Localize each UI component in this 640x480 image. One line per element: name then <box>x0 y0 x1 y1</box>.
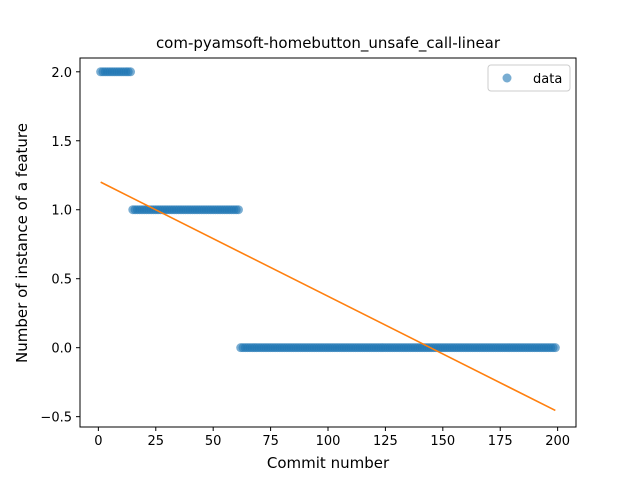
axes: 0 25 50 75 100 125 150 175 200 −0.5 0.0 0.5 1.0 1.5 2.… <box>40 57 577 449</box>
x-tick-label: 150 <box>430 434 455 449</box>
x-tick-label: 50 <box>205 434 222 449</box>
data-point <box>233 205 243 215</box>
x-tick-label: 0 <box>94 434 102 449</box>
legend-marker <box>502 73 512 83</box>
y-axis-label: Number of instance of a feature <box>13 123 31 363</box>
y-tick-label: 0.0 <box>51 342 72 357</box>
chart-title: com-pyamsoft-homebutton_unsafe_call-line… <box>156 34 501 53</box>
y-tick-label: 1.0 <box>51 204 72 219</box>
x-tick-label: 100 <box>316 434 341 449</box>
data-point <box>126 67 136 77</box>
plot-marks <box>96 67 560 412</box>
x-tick-label: 200 <box>545 434 570 449</box>
legend-label: data <box>533 72 562 87</box>
x-tick-label: 125 <box>373 434 398 449</box>
x-tick-label: 75 <box>262 434 279 449</box>
y-tick-label: −0.5 <box>40 411 72 426</box>
legend: data <box>487 64 571 92</box>
data-point <box>550 343 560 353</box>
fit-line <box>100 181 556 412</box>
y-tick-label: 2.0 <box>51 66 72 81</box>
y-tick-label: 0.5 <box>51 273 72 288</box>
x-tick-label: 25 <box>148 434 165 449</box>
legend-box <box>487 64 571 92</box>
x-axis-label: Commit number <box>267 454 390 472</box>
x-tick-label: 175 <box>488 434 513 449</box>
y-tick-label: 1.5 <box>51 135 72 150</box>
